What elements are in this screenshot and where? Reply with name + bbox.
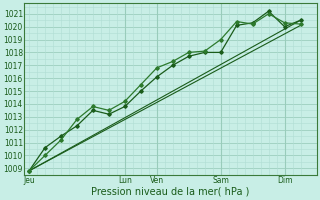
X-axis label: Pression niveau de la mer( hPa ): Pression niveau de la mer( hPa ) (91, 187, 250, 197)
